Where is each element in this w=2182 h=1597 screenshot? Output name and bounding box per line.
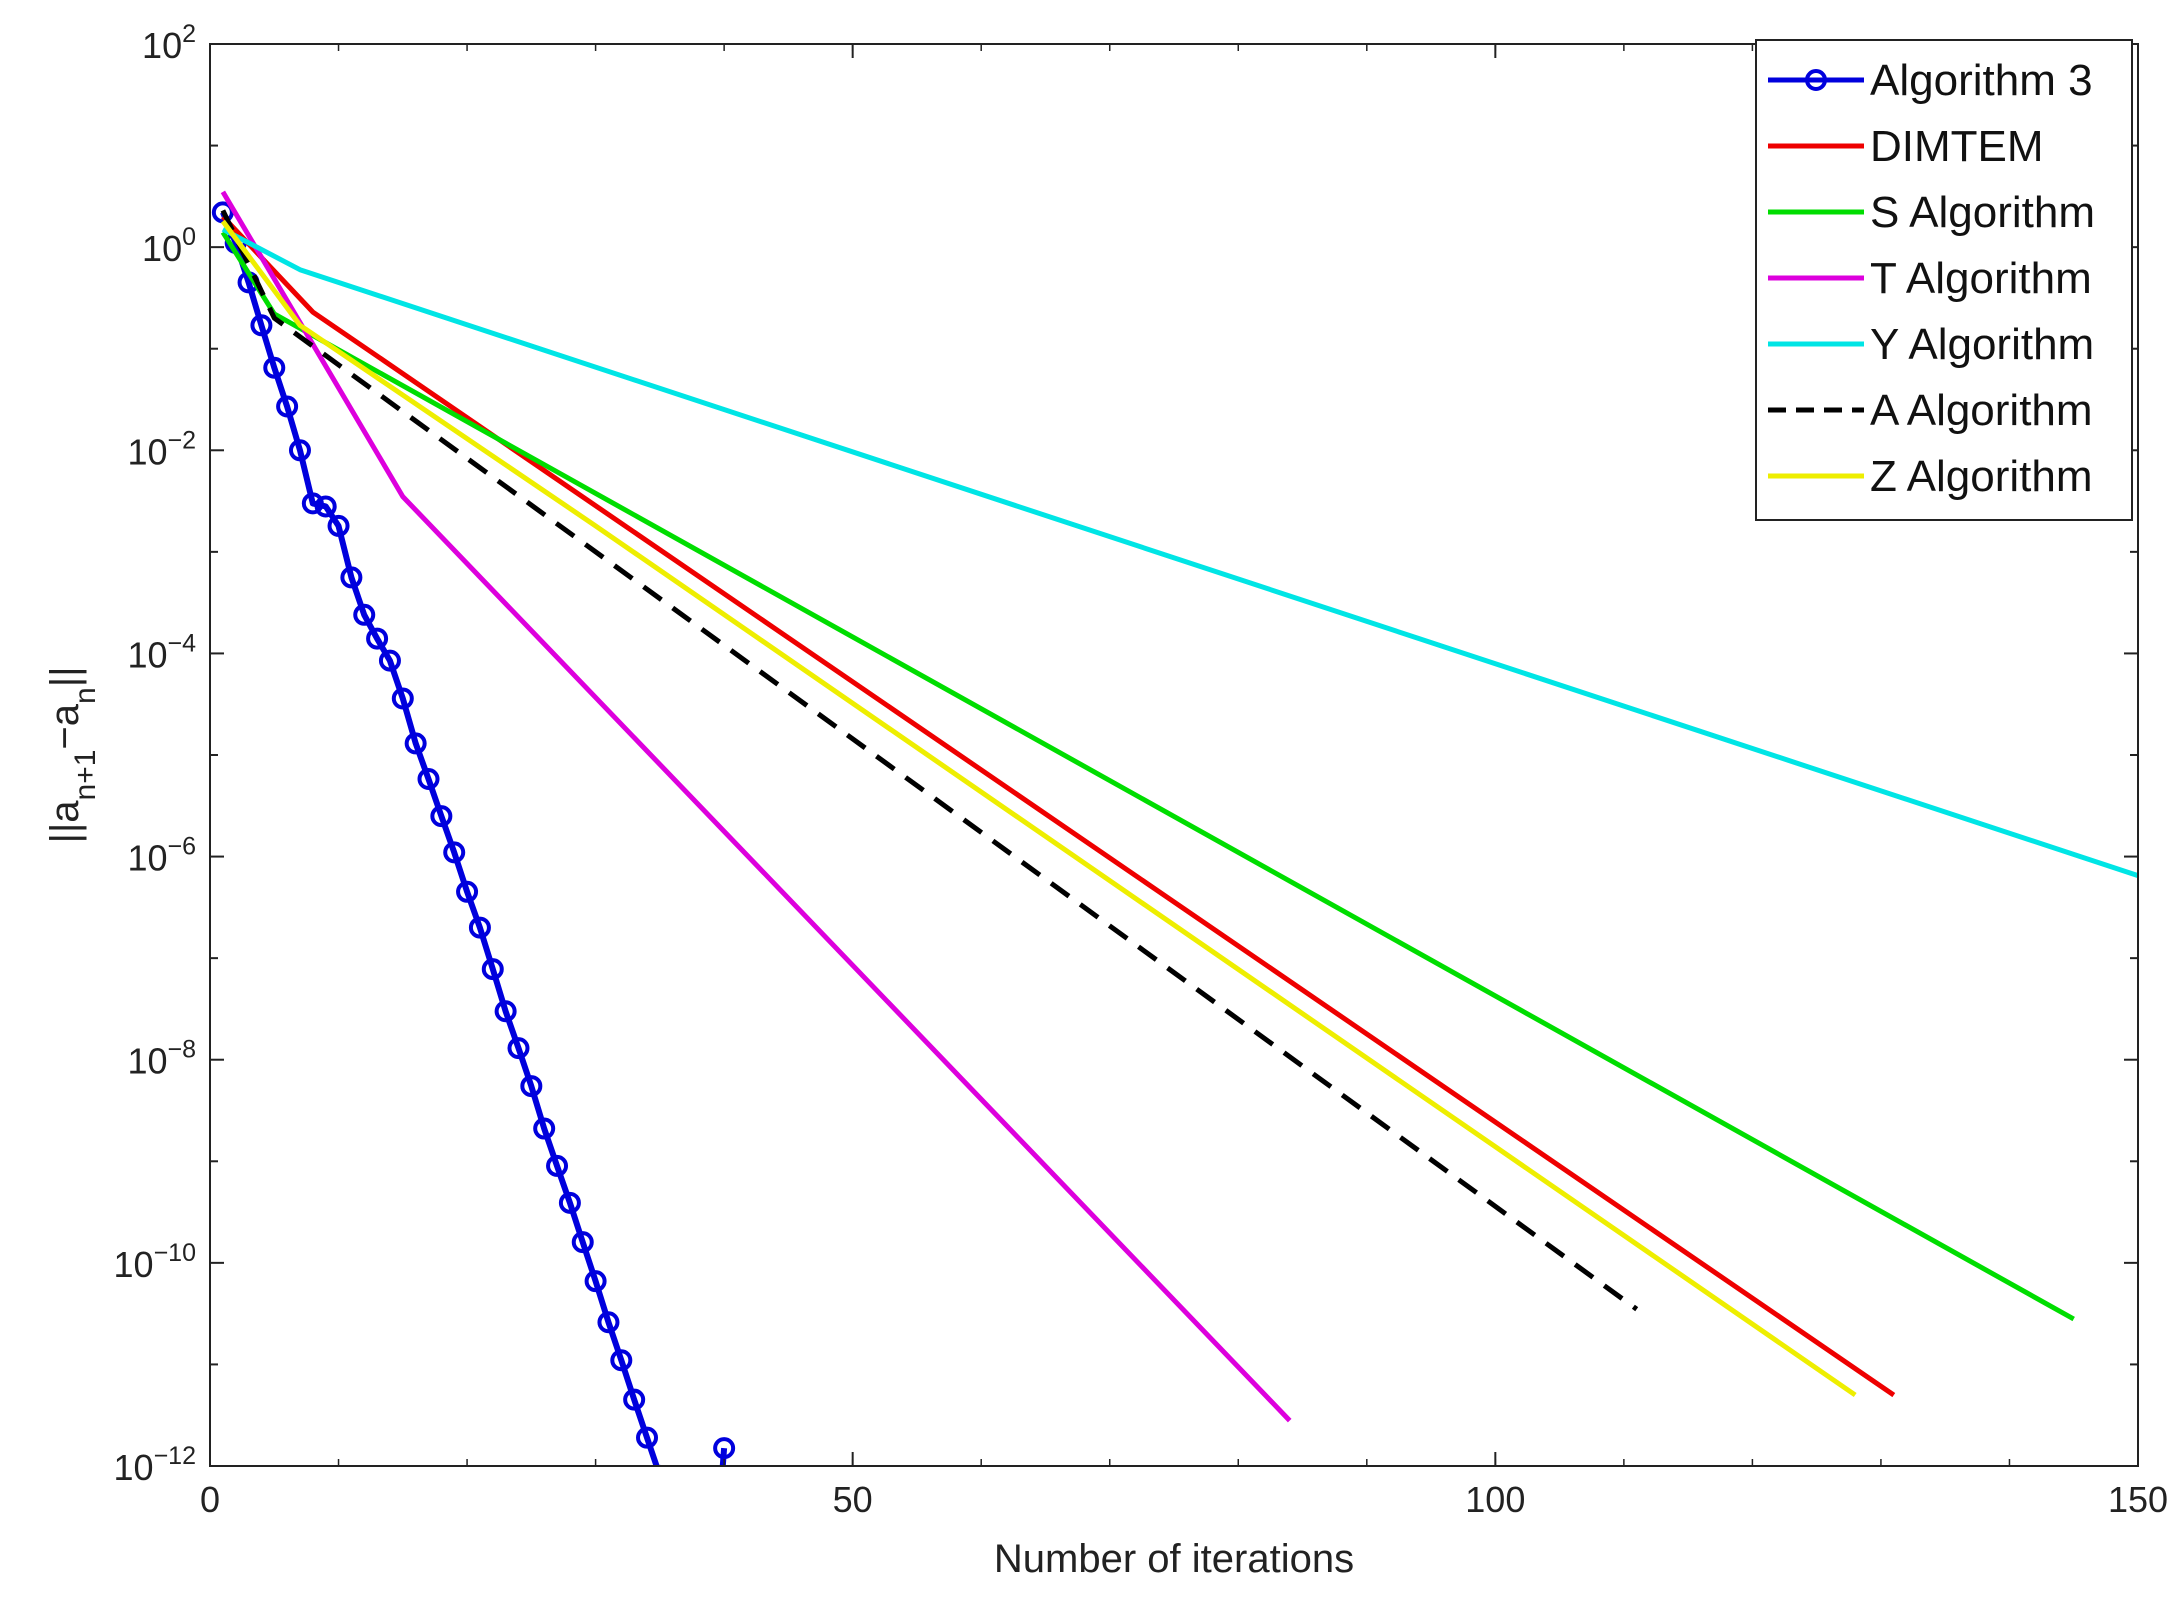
y-tick-label: 100 bbox=[142, 223, 196, 269]
legend-label: A Algorithm bbox=[1870, 386, 2093, 435]
data-point-marker bbox=[327, 514, 350, 537]
y-tick-label: 10−12 bbox=[114, 1442, 196, 1488]
y-tick-label: 10−6 bbox=[127, 833, 196, 879]
data-point-marker bbox=[610, 1349, 633, 1372]
series-line-z-algorithm bbox=[220, 219, 1857, 1398]
y-tick-base: 10 bbox=[127, 1041, 167, 1082]
legend-label: S Algorithm bbox=[1870, 188, 2095, 237]
series-line-dimtem bbox=[221, 214, 1896, 1398]
data-point-marker bbox=[314, 495, 337, 518]
data-point-marker bbox=[520, 1075, 543, 1098]
x-axis: 0 50 100 150 bbox=[200, 44, 2168, 1520]
data-point-marker bbox=[288, 439, 311, 462]
y-tick-exponent: −10 bbox=[154, 1239, 196, 1267]
data-point-marker bbox=[391, 687, 414, 710]
data-point-marker bbox=[378, 649, 401, 672]
data-point-marker bbox=[404, 732, 427, 755]
data-point-marker bbox=[301, 492, 324, 515]
y-tick-base: 10 bbox=[142, 228, 182, 269]
y-title-sub2: n bbox=[69, 687, 102, 704]
data-point-marker bbox=[597, 1311, 620, 1334]
legend-marker bbox=[1805, 69, 1827, 91]
y-tick-exponent: −2 bbox=[167, 426, 196, 454]
y-tick-base: 10 bbox=[114, 1244, 154, 1285]
data-point-marker bbox=[546, 1154, 569, 1177]
y-tick-base: 10 bbox=[142, 25, 182, 66]
data-point-marker bbox=[430, 805, 453, 828]
y-tick-label: 10−8 bbox=[127, 1036, 196, 1082]
data-point-marker bbox=[623, 1388, 646, 1411]
data-point-marker bbox=[443, 841, 466, 864]
data-point-marker bbox=[533, 1117, 556, 1140]
data-point-marker bbox=[340, 566, 363, 589]
y-tick-exponent: −12 bbox=[154, 1442, 196, 1470]
data-point-marker bbox=[713, 1437, 736, 1460]
data-point-marker bbox=[584, 1270, 607, 1293]
y-tick-label: 10−10 bbox=[114, 1239, 196, 1285]
data-point-marker bbox=[558, 1191, 581, 1214]
legend-label: DIMTEM bbox=[1870, 122, 2044, 171]
y-title-mid: −a bbox=[43, 703, 87, 749]
legend: Algorithm 3 DIMTEM S Algorithm T Algorithm Y… bbox=[1755, 39, 2133, 521]
y-title-base: ||a bbox=[43, 800, 87, 844]
data-point-marker bbox=[571, 1231, 594, 1254]
y-axis-title: ||an+1−an|| bbox=[43, 667, 102, 844]
x-axis-title: Number of iterations bbox=[994, 1537, 1354, 1581]
legend-label: T Algorithm bbox=[1870, 254, 2092, 303]
data-point-marker bbox=[636, 1426, 659, 1449]
x-tick-label: 100 bbox=[1465, 1479, 1525, 1520]
x-tick-label: 50 bbox=[833, 1479, 873, 1520]
series-line-y-algorithm bbox=[221, 227, 2138, 878]
data-point-marker bbox=[494, 1000, 517, 1023]
legend-label: Y Algorithm bbox=[1870, 320, 2094, 369]
data-point-marker bbox=[353, 603, 376, 626]
x-tick-label: 150 bbox=[2108, 1479, 2168, 1520]
y-tick-exponent: 0 bbox=[182, 223, 196, 251]
y-tick-label: 102 bbox=[142, 20, 196, 66]
series-line-t-algorithm bbox=[220, 190, 1292, 1423]
data-point-marker bbox=[468, 916, 491, 939]
series-line-algorithm-3 bbox=[220, 211, 728, 1466]
data-point-marker bbox=[366, 627, 389, 650]
data-point-marker bbox=[250, 314, 273, 337]
series-layer bbox=[211, 190, 2138, 1466]
data-point-marker bbox=[276, 395, 299, 418]
legend-label: Algorithm 3 bbox=[1870, 56, 2093, 105]
data-point-marker bbox=[417, 768, 440, 791]
y-tick-label: 10−4 bbox=[127, 629, 196, 675]
y-tick-label: 10−2 bbox=[127, 426, 196, 472]
data-point-marker bbox=[456, 880, 479, 903]
y-tick-base: 10 bbox=[114, 1447, 154, 1488]
y-tick-base: 10 bbox=[127, 431, 167, 472]
y-title-end: || bbox=[43, 667, 87, 688]
y-tick-exponent: −4 bbox=[167, 629, 196, 657]
y-tick-exponent: −8 bbox=[167, 1036, 196, 1064]
y-tick-exponent: −6 bbox=[167, 833, 196, 861]
x-tick-label: 0 bbox=[200, 1479, 220, 1520]
y-title-sub1: n+1 bbox=[69, 750, 102, 801]
y-tick-base: 10 bbox=[127, 838, 167, 879]
y-tick-exponent: 2 bbox=[182, 20, 196, 48]
data-point-marker bbox=[481, 958, 504, 981]
legend-label: Z Algorithm bbox=[1870, 452, 2093, 501]
data-point-marker bbox=[507, 1037, 530, 1060]
data-point-marker bbox=[263, 356, 286, 379]
y-tick-base: 10 bbox=[127, 634, 167, 675]
